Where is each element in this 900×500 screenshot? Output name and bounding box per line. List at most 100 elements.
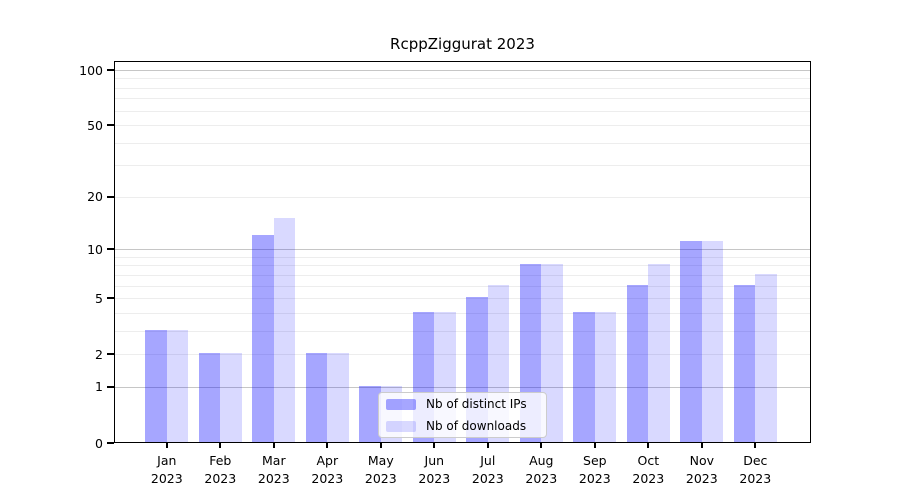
x-tick-may-2023 <box>379 443 382 448</box>
x-tick-jul-2023 <box>486 443 489 448</box>
x-tick-label-month: Dec <box>743 453 768 468</box>
x-tick-label-year: 2023 <box>685 471 718 486</box>
bar-nb-of-downloads-oct-2023 <box>648 264 670 442</box>
bar-nb-of-distinct-ips-feb-2023 <box>198 353 221 442</box>
gridline-minor-6 <box>115 285 810 287</box>
y-tick-label-2: 2 <box>95 346 103 362</box>
bar-nb-of-downloads-mar-2023 <box>273 217 296 442</box>
x-tick-sep-2023 <box>593 443 596 448</box>
bar-nb-of-distinct-ips-nov-2023 <box>680 241 702 442</box>
legend-swatch-downloads-icon <box>386 420 416 432</box>
bar-nb-of-distinct-ips-apr-2023 <box>305 353 328 442</box>
gridline-major-100 <box>115 70 810 71</box>
x-tick-label-mar-2023: Mar 2023 <box>242 452 306 488</box>
x-tick-label-year: 2023 <box>525 471 558 486</box>
gridline-minor-9 <box>115 256 810 258</box>
x-tick-label-apr-2023: Apr 2023 <box>295 452 359 488</box>
x-tick-label-month: Sep <box>583 453 607 468</box>
x-tick-label-jan-2023: Jan 2023 <box>135 452 199 488</box>
x-tick-label-oct-2023: Oct 2023 <box>616 452 680 488</box>
x-tick-label-year: 2023 <box>311 471 344 486</box>
legend-label-distinct-ips: Nb of distinct IPs <box>426 397 527 411</box>
y-tick-label-10: 10 <box>87 241 103 257</box>
x-tick-jun-2023 <box>433 443 436 448</box>
chart-title: RcppZiggurat 2023 <box>390 35 535 53</box>
y-tick-50 <box>107 124 114 127</box>
x-tick-label-month: Aug <box>529 453 554 468</box>
x-tick-label-jun-2023: Jun 2023 <box>402 452 466 488</box>
gridline-minor-30 <box>115 165 810 167</box>
gridline-minor-7 <box>115 274 810 276</box>
x-tick-label-aug-2023: Aug 2023 <box>509 452 573 488</box>
y-tick-label-5: 5 <box>95 290 103 306</box>
gridline-minor-2 <box>115 354 810 356</box>
gridline-minor-8 <box>115 265 810 267</box>
plot-area <box>114 61 811 443</box>
y-tick-5 <box>107 297 114 300</box>
x-tick-label-year: 2023 <box>632 471 665 486</box>
x-tick-label-year: 2023 <box>204 471 237 486</box>
x-tick-label-may-2023: May 2023 <box>349 452 413 488</box>
gridline-minor-40 <box>115 142 810 144</box>
legend-label-downloads: Nb of downloads <box>426 419 527 433</box>
bar-nb-of-distinct-ips-sep-2023 <box>573 311 595 442</box>
x-tick-label-year: 2023 <box>578 471 611 486</box>
x-tick-label-month: Nov <box>689 453 714 468</box>
bar-nb-of-downloads-apr-2023 <box>327 353 349 442</box>
gridline-minor-5 <box>115 298 810 300</box>
bar-nb-of-downloads-sep-2023 <box>594 311 617 442</box>
x-tick-label-year: 2023 <box>257 471 290 486</box>
x-tick-label-year: 2023 <box>418 471 451 486</box>
y-tick-100 <box>107 69 114 71</box>
legend: Nb of distinct IPs Nb of downloads <box>378 392 547 438</box>
gridline-major-1 <box>115 386 810 388</box>
gridline-minor-60 <box>115 110 810 112</box>
gridline-major-10 <box>115 249 810 251</box>
bar-nb-of-downloads-jan-2023 <box>166 329 189 442</box>
legend-item-downloads: Nb of downloads <box>386 419 538 433</box>
x-tick-mar-2023 <box>272 443 275 448</box>
x-tick-label-dec-2023: Dec 2023 <box>723 452 787 488</box>
x-tick-label-sep-2023: Sep 2023 <box>563 452 627 488</box>
bar-nb-of-distinct-ips-dec-2023 <box>733 284 756 442</box>
x-tick-feb-2023 <box>219 443 222 448</box>
x-tick-nov-2023 <box>700 443 703 448</box>
x-tick-label-year: 2023 <box>471 471 504 486</box>
x-tick-label-month: Jan <box>157 453 177 468</box>
legend-item-distinct-ips: Nb of distinct IPs <box>386 397 538 411</box>
gridline-minor-90 <box>115 78 810 80</box>
x-tick-label-month: Jun <box>424 453 445 468</box>
gridline-minor-20 <box>115 196 810 198</box>
x-tick-label-feb-2023: Feb 2023 <box>188 452 252 488</box>
gridline-minor-80 <box>115 87 810 89</box>
y-tick-2 <box>107 353 114 356</box>
x-tick-label-jul-2023: Jul 2023 <box>456 452 520 488</box>
x-tick-label-month: May <box>367 453 394 468</box>
y-tick-label-1: 1 <box>95 379 103 395</box>
bar-nb-of-distinct-ips-may-2023 <box>359 385 381 442</box>
gridline-minor-4 <box>115 312 810 314</box>
x-tick-label-month: Jul <box>480 453 496 468</box>
x-tick-aug-2023 <box>540 443 543 448</box>
bar-nb-of-downloads-feb-2023 <box>220 353 242 442</box>
x-tick-dec-2023 <box>754 443 757 448</box>
x-tick-label-year: 2023 <box>739 471 772 486</box>
gridline-minor-50 <box>115 125 810 127</box>
x-tick-apr-2023 <box>326 443 329 448</box>
bar-nb-of-distinct-ips-jan-2023 <box>145 329 167 442</box>
x-tick-oct-2023 <box>647 443 650 448</box>
x-tick-label-nov-2023: Nov 2023 <box>670 452 734 488</box>
y-tick-label-0: 0 <box>95 435 103 451</box>
y-tick-label-50: 50 <box>87 117 103 133</box>
x-tick-label-month: Feb <box>209 453 232 468</box>
gridline-minor-3 <box>115 330 810 332</box>
y-tick-10 <box>107 248 114 251</box>
gridline-minor-70 <box>115 98 810 100</box>
x-tick-label-month: Oct <box>637 453 660 468</box>
y-tick-20 <box>107 195 114 198</box>
x-tick-jan-2023 <box>165 443 168 448</box>
x-tick-label-year: 2023 <box>150 471 183 486</box>
bar-nb-of-downloads-dec-2023 <box>755 273 777 442</box>
x-tick-label-month: Mar <box>262 453 286 468</box>
